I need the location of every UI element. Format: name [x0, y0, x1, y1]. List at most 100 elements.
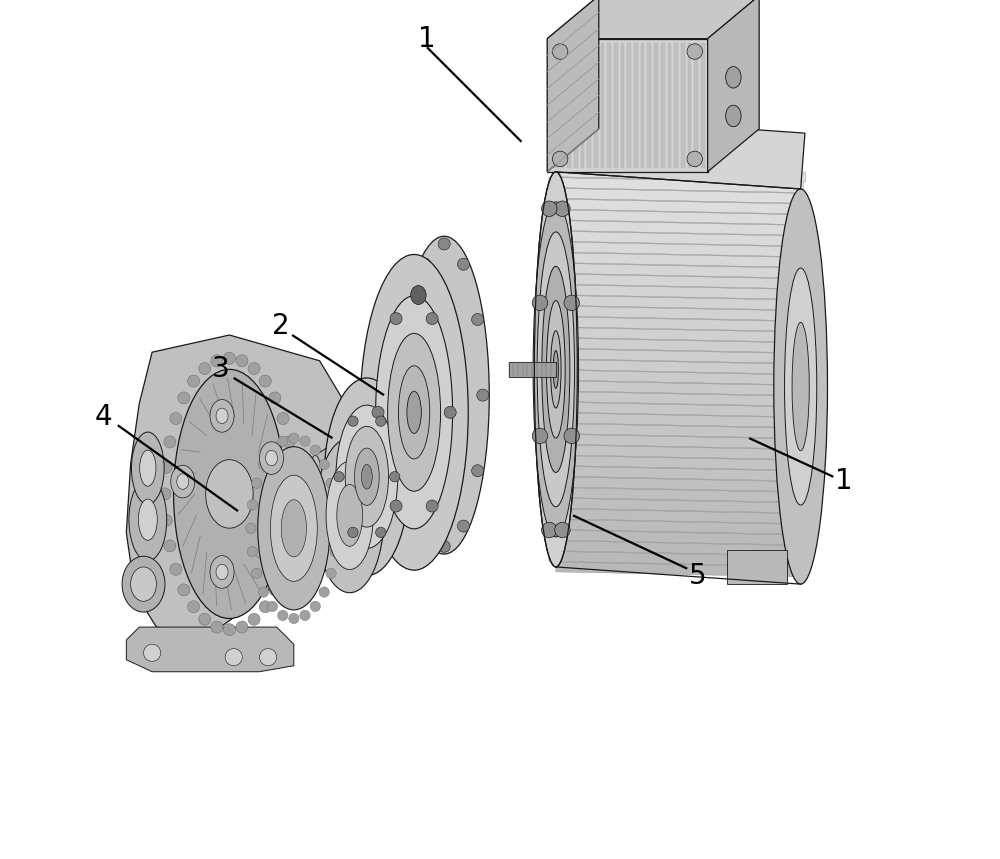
- Polygon shape: [537, 466, 800, 481]
- Polygon shape: [536, 295, 800, 310]
- Point: [421, 42, 433, 52]
- Point: [541, 117, 553, 127]
- Circle shape: [319, 587, 329, 597]
- Point: [258, 489, 270, 499]
- Point: [211, 601, 223, 612]
- Point: [541, 67, 553, 77]
- Polygon shape: [556, 116, 805, 189]
- Ellipse shape: [258, 447, 330, 610]
- Bar: [694, 43, 698, 168]
- FancyBboxPatch shape: [556, 172, 801, 567]
- Polygon shape: [556, 167, 806, 182]
- Line: 2 pts: 2 pts: [178, 494, 195, 515]
- Bar: [727, 550, 787, 584]
- Circle shape: [372, 406, 384, 418]
- Point: [531, 372, 543, 382]
- Point: [541, 83, 553, 94]
- Point: [194, 393, 206, 404]
- Line: 2 pts: 2 pts: [547, 95, 599, 138]
- Point: [541, 167, 553, 177]
- Circle shape: [348, 527, 358, 538]
- Circle shape: [405, 314, 417, 326]
- Circle shape: [289, 613, 299, 624]
- Circle shape: [188, 600, 200, 612]
- Polygon shape: [540, 498, 801, 513]
- Point: [221, 373, 233, 383]
- Bar: [581, 43, 584, 168]
- Line: 2 pts: 2 pts: [749, 438, 833, 477]
- Circle shape: [247, 546, 258, 557]
- Line: 2 pts: 2 pts: [203, 552, 207, 594]
- Circle shape: [532, 428, 548, 443]
- Point: [201, 430, 213, 441]
- Point: [228, 373, 240, 383]
- Polygon shape: [556, 562, 806, 577]
- Ellipse shape: [407, 392, 421, 433]
- Circle shape: [278, 436, 288, 447]
- Point: [541, 133, 553, 143]
- Circle shape: [287, 461, 299, 473]
- Circle shape: [269, 392, 281, 404]
- Bar: [601, 43, 604, 168]
- Polygon shape: [534, 369, 799, 385]
- Circle shape: [223, 624, 235, 636]
- Point: [264, 562, 276, 572]
- Point: [795, 579, 807, 589]
- Ellipse shape: [785, 268, 817, 505]
- Polygon shape: [540, 231, 801, 246]
- Point: [541, 67, 553, 77]
- Point: [541, 133, 553, 143]
- Point: [257, 510, 269, 521]
- Point: [541, 117, 553, 127]
- Point: [271, 533, 283, 543]
- Ellipse shape: [324, 378, 409, 576]
- Ellipse shape: [131, 432, 164, 504]
- Ellipse shape: [265, 450, 278, 466]
- Point: [536, 372, 548, 382]
- Polygon shape: [534, 381, 799, 395]
- Ellipse shape: [360, 254, 468, 570]
- Circle shape: [170, 412, 182, 424]
- Ellipse shape: [398, 366, 430, 459]
- Polygon shape: [535, 338, 799, 353]
- Ellipse shape: [551, 331, 561, 408]
- Circle shape: [419, 520, 431, 532]
- Point: [743, 433, 755, 443]
- Point: [183, 416, 195, 426]
- Point: [194, 531, 206, 541]
- Point: [240, 599, 252, 609]
- Point: [521, 372, 533, 382]
- Line: 2 pts: 2 pts: [547, 63, 599, 106]
- Circle shape: [288, 488, 300, 500]
- Line: 2 pts: 2 pts: [547, 95, 599, 138]
- Circle shape: [248, 362, 260, 375]
- Line: 2 pts: 2 pts: [556, 567, 801, 584]
- Bar: [627, 43, 631, 168]
- Circle shape: [259, 375, 271, 387]
- Point: [795, 184, 807, 194]
- Line: 2 pts: 2 pts: [215, 564, 217, 606]
- Circle shape: [477, 389, 489, 401]
- Point: [541, 101, 553, 111]
- Ellipse shape: [388, 333, 441, 491]
- Line: 2 pts: 2 pts: [292, 335, 384, 395]
- Point: [503, 356, 515, 367]
- Polygon shape: [538, 477, 800, 491]
- Line: 2 pts: 2 pts: [547, 63, 599, 106]
- Point: [593, 107, 605, 118]
- Ellipse shape: [411, 286, 426, 305]
- Point: [827, 472, 839, 482]
- Circle shape: [258, 587, 269, 597]
- Line: 2 pts: 2 pts: [252, 552, 270, 567]
- Point: [541, 50, 553, 60]
- Point: [593, 124, 605, 134]
- Line: 2 pts: 2 pts: [427, 47, 521, 142]
- Polygon shape: [537, 274, 800, 289]
- Circle shape: [248, 613, 260, 625]
- Circle shape: [542, 201, 557, 216]
- Polygon shape: [126, 627, 294, 672]
- Point: [286, 330, 298, 340]
- Ellipse shape: [537, 232, 575, 507]
- Point: [593, 40, 605, 51]
- Point: [593, 57, 605, 68]
